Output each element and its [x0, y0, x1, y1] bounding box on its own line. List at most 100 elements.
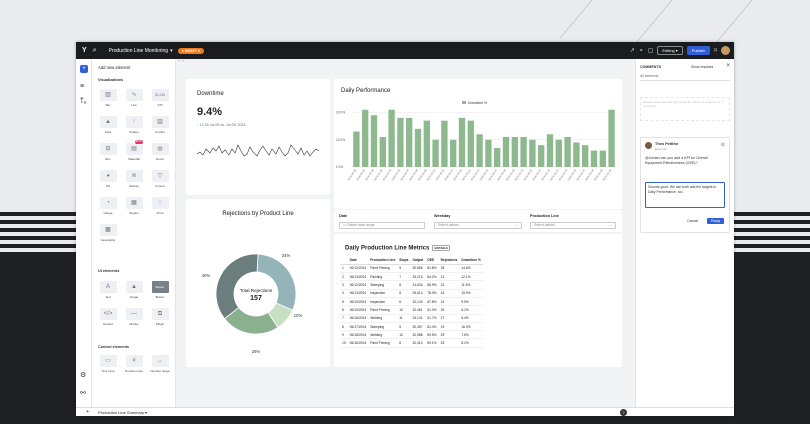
text-format-icon[interactable]: Ťₐ	[80, 99, 86, 105]
bar[interactable]	[441, 120, 448, 167]
column-header[interactable]: OEE	[425, 256, 439, 265]
connections-icon[interactable]: ⚯	[80, 390, 86, 397]
logo-icon[interactable]: Y	[82, 47, 87, 54]
table-row[interactable]: 8 06/17/2024 Stamping 5 30,457 81.4% 19 16.0%	[340, 322, 483, 332]
tile-kpi[interactable]: $1,245 KPI	[148, 89, 172, 107]
bar[interactable]	[388, 109, 395, 167]
bar[interactable]	[414, 128, 422, 167]
metrics-table[interactable]: Date Production Line Stops Output OEE Rejecti…	[340, 256, 483, 348]
tile-geography[interactable]: ▩ Geography	[96, 224, 120, 242]
avatar[interactable]	[721, 46, 730, 55]
bar[interactable]	[494, 147, 501, 167]
tile-image[interactable]: ▲ Image	[122, 281, 146, 299]
comments-tab[interactable]: COMMENTS	[640, 65, 661, 69]
bar[interactable]	[370, 115, 378, 167]
tile-divider[interactable]: — Divider	[122, 308, 146, 326]
tile-point[interactable]: ⁘ Point	[148, 197, 172, 215]
column-header[interactable]: Date	[347, 256, 369, 265]
bar[interactable]	[520, 137, 527, 167]
tile-number-input[interactable]: # Number input	[122, 355, 146, 373]
table-row[interactable]: 10 06/16/2024 Paint Priming 8 32,414 89.1% 25 8…	[340, 338, 483, 348]
tile-button[interactable]: Button Button	[148, 281, 172, 299]
column-header[interactable]: Production Line	[368, 256, 398, 265]
bookmark-icon[interactable]: ⌑	[713, 48, 717, 54]
date-filter-input[interactable]: ▭ Select date range	[339, 222, 425, 229]
outline-icon[interactable]: ≡	[80, 83, 85, 90]
search-icon[interactable]: ⌕	[92, 47, 97, 54]
tile-box[interactable]: ⊟ Box	[96, 143, 120, 161]
bar[interactable]	[555, 139, 562, 167]
history-icon[interactable]: ⚬	[638, 48, 644, 54]
reply-button[interactable]: Reply	[707, 218, 725, 224]
bar[interactable]	[467, 120, 474, 167]
column-header[interactable]: Output	[410, 256, 426, 265]
bar[interactable]	[599, 150, 606, 167]
daily-performance-card[interactable]: Daily Performance Downtime % 20.0% 10.0% 0…	[334, 79, 622, 209]
pie-slice[interactable]	[215, 253, 259, 320]
column-header[interactable]: Rejections	[438, 256, 460, 265]
bar[interactable]	[573, 142, 580, 167]
title-caret-icon[interactable]: ▾	[170, 47, 173, 54]
tile-gauge[interactable]: ◔ Gauge	[96, 197, 120, 215]
publish-button[interactable]: Publish	[686, 46, 710, 55]
table-row[interactable]: 4 06/13/2024 Inspection 8 29,613 78.0% 16 19.0%	[340, 289, 483, 299]
settings-icon[interactable]: ⚙	[80, 372, 87, 379]
bar[interactable]	[582, 145, 589, 167]
bar[interactable]	[529, 139, 536, 167]
bar[interactable]	[511, 137, 518, 167]
table-row[interactable]: 9 06/18/2024 Welding 10 32,988 89.5% 29 7.6%	[340, 330, 483, 340]
downtime-card[interactable]: Downtime 9.4% ↑ 10.55 Jul 09 vs. Jul 09,…	[186, 79, 330, 195]
add-page-icon[interactable]: +	[86, 409, 89, 415]
bar[interactable]	[397, 117, 404, 167]
column-header[interactable]	[340, 256, 348, 265]
bar[interactable]	[476, 134, 483, 167]
production-line-filter-select[interactable]: Select values ⌄	[530, 222, 616, 229]
table-row[interactable]: 7 06/16/2024 Welding 11 33,141 91.7% 27 5.4%	[340, 314, 483, 323]
bar[interactable]	[485, 139, 492, 167]
tile-number-range[interactable]: ↔ Number range	[148, 355, 172, 373]
bar[interactable]	[406, 117, 413, 167]
reply-input[interactable]: Sounds good. We can both add the targets…	[645, 182, 725, 208]
draft-badge[interactable]: ● DRAFT ▾	[177, 47, 204, 54]
table-row[interactable]: 2 06/13/2024 Painting 7 33,215 84.2% 21 12.1%	[340, 272, 483, 282]
bar[interactable]	[423, 120, 430, 167]
tile-funnel[interactable]: ▽ Funnel	[148, 170, 172, 188]
workbook-title[interactable]: Production Line Monitoring	[108, 47, 169, 54]
new-comment-input[interactable]: Mention someone with @. Press ⌘ + Enter …	[640, 97, 730, 121]
resolve-icon[interactable]: ⊙	[720, 142, 725, 148]
tile-scatter[interactable]: ⁖ Scatter	[122, 116, 146, 134]
tile-combo[interactable]: ▥ Combo	[148, 116, 172, 134]
tile-area[interactable]: ▲ Area	[96, 116, 120, 134]
tile-text[interactable]: A Text	[96, 281, 120, 299]
bar[interactable]	[458, 117, 466, 167]
metrics-table-card[interactable]: Daily Production Line Metrics EDITABLE Da…	[334, 234, 622, 367]
tile-embed[interactable]: </> Embed	[96, 308, 120, 326]
bar[interactable]	[353, 131, 360, 167]
table-row[interactable]: 5 06/15/2024 Inspection 6 32,134 87.8% 24 9.5%	[340, 297, 483, 307]
tile-sankey[interactable]: ≋ Sankey	[122, 170, 146, 188]
bar[interactable]	[608, 109, 615, 167]
layout-icon[interactable]: ▢	[647, 48, 654, 54]
bar[interactable]	[564, 137, 571, 167]
column-header[interactable]: Downtime %	[459, 256, 483, 265]
bar[interactable]	[362, 109, 369, 167]
tile-bar[interactable]: ▥ Bar	[96, 89, 120, 107]
bar[interactable]	[546, 134, 554, 167]
add-element-icon[interactable]: +	[80, 65, 88, 73]
table-row[interactable]: 1 06/12/2024 Paint Priming 9 30,856 82.8% 28 14…	[340, 264, 483, 274]
bar[interactable]	[590, 150, 598, 167]
table-row[interactable]: 3 06/12/2024 Stamping 8 31,634 85.9% 22 11.5%	[340, 280, 483, 290]
bar[interactable]	[538, 145, 545, 167]
rejections-pie-card[interactable]: Rejections by Product Line 34% 10% 26% 40% …	[186, 199, 330, 367]
bar[interactable]	[379, 137, 386, 167]
tile-donut[interactable]: ◍ Donut	[148, 143, 172, 161]
comments-filter[interactable]: All elements	[640, 74, 730, 81]
bar[interactable]	[450, 139, 457, 167]
bar[interactable]	[432, 139, 439, 167]
page-tab[interactable]: Production Line Summary ▾	[98, 410, 148, 415]
cancel-button[interactable]: Cancel	[687, 219, 699, 223]
weekday-filter-select[interactable]: Select values ⌄	[434, 222, 522, 229]
share-icon[interactable]: ↗	[629, 48, 635, 54]
table-row[interactable]: 6 06/15/2024 Paint Priming 10 32,461 91.0% 26 6…	[340, 305, 483, 315]
show-resolved-toggle[interactable]: Show resolved	[691, 65, 714, 69]
